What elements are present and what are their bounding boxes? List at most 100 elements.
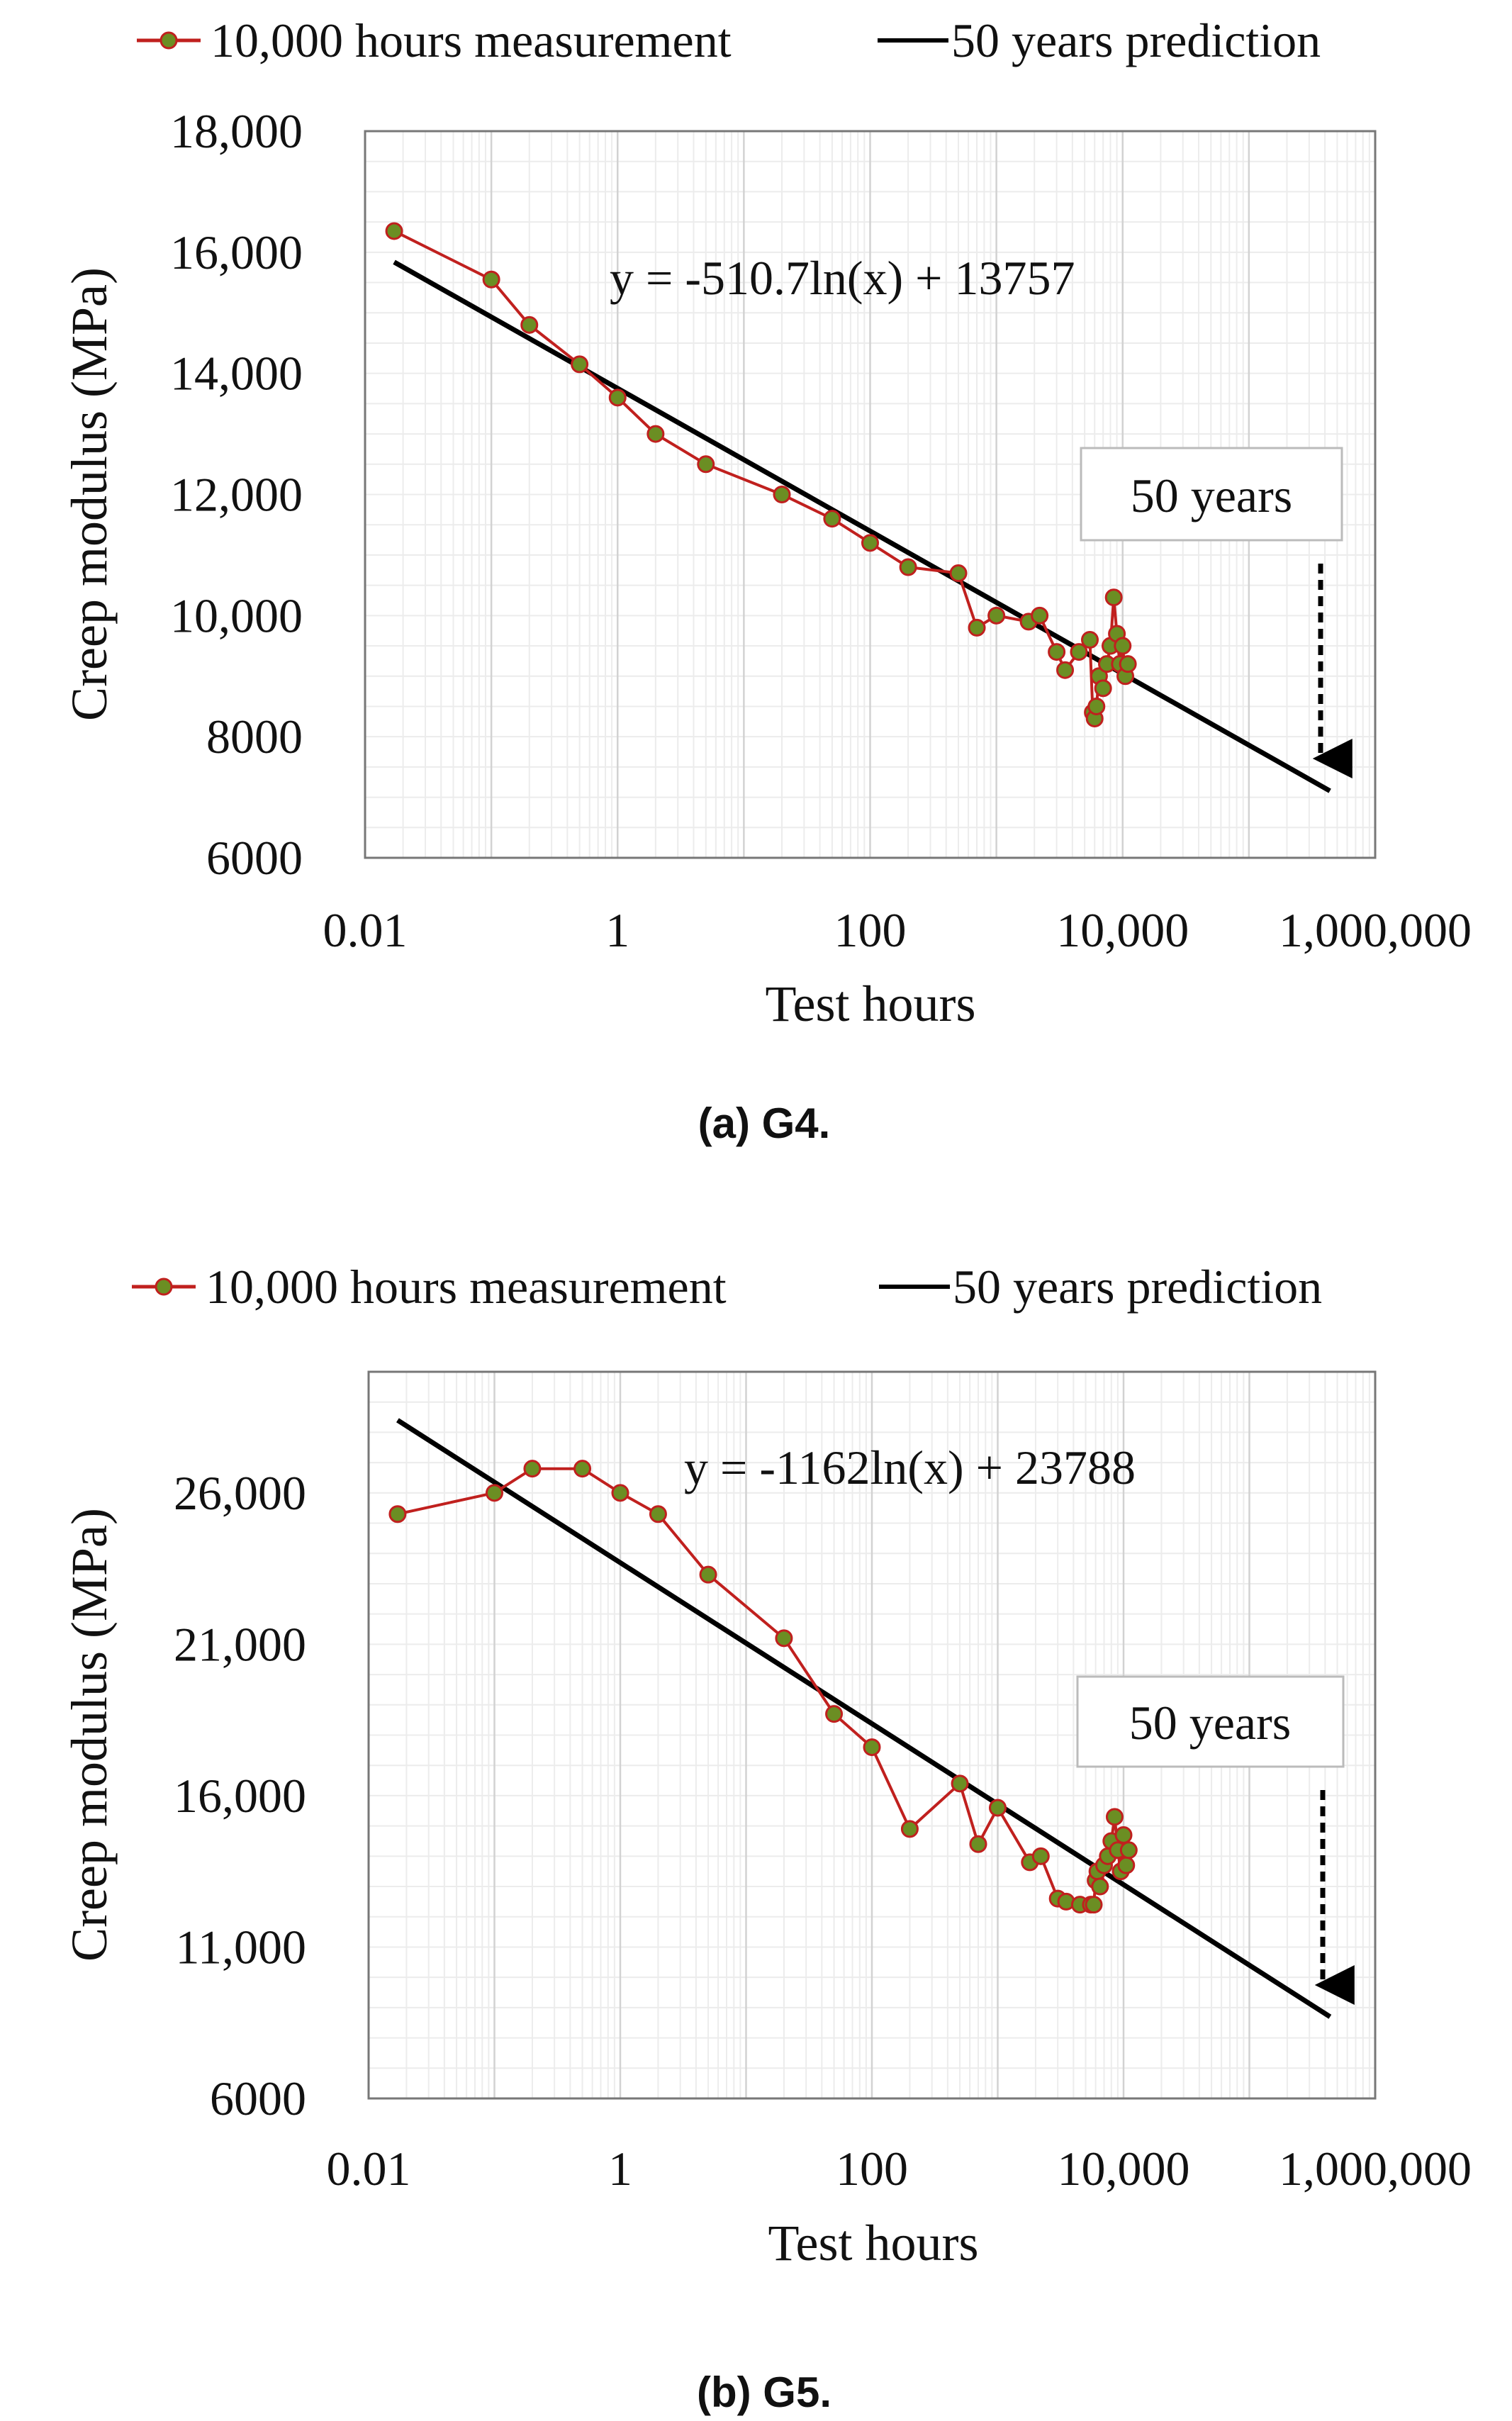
y-tick-label: 6000 — [210, 2071, 306, 2125]
caption-b: (b) G5. — [697, 2369, 831, 2416]
y-tick-labels-a: 6000 8000 10,000 12,000 14,000 16,000 18,000 — [170, 104, 303, 885]
annotation-b-box — [1076, 1675, 1345, 1768]
measurement-point — [775, 1629, 793, 1648]
legend-b-measure-label: 10,000 hours measurement — [206, 1260, 727, 1314]
y-tick-label: 12,000 — [170, 468, 303, 522]
x-tick-label: 100 — [834, 903, 907, 957]
measurement-point — [1048, 643, 1066, 661]
measurement-point — [861, 534, 879, 552]
measurement-series-a — [385, 222, 1137, 728]
plot-frame-a — [364, 130, 1377, 859]
measurement-point — [989, 1799, 1007, 1817]
x-axis-title-a: Test hours — [766, 975, 976, 1032]
x-axis-title-b: Test hours — [768, 2215, 979, 2271]
measurement-point — [1119, 655, 1137, 673]
y-tick-labels-b: 6000 11,000 16,000 21,000 26,000 — [174, 1466, 306, 2125]
measurement-point — [951, 1774, 969, 1793]
annotation-a-label: 50 years — [1131, 469, 1292, 522]
measurement-point — [482, 270, 500, 289]
measurement-point — [1070, 643, 1088, 661]
measurement-point — [1105, 1808, 1124, 1826]
annotation-a: 50 years — [1080, 447, 1353, 778]
equation-b: y = -1162ln(x) + 23788 — [684, 1441, 1136, 1494]
measurement-point — [949, 564, 968, 583]
measurement-point — [968, 618, 986, 637]
measurement-point — [608, 388, 627, 407]
plot-frame-b — [367, 1370, 1377, 2100]
measurement-point — [823, 510, 841, 528]
y-tick-label: 26,000 — [174, 1466, 306, 1520]
x-tick-label: 0.01 — [327, 2142, 411, 2196]
measurement-point — [899, 558, 917, 576]
measurement-point — [1056, 661, 1075, 679]
y-tick-label: 18,000 — [170, 104, 303, 158]
x-tick-label: 1 — [608, 2142, 632, 2196]
x-tick-label: 1,000,000 — [1279, 2142, 1472, 2196]
measurement-point — [611, 1484, 629, 1502]
y-tick-label: 21,000 — [174, 1617, 306, 1671]
measurement-point — [1085, 1896, 1103, 1914]
x-tick-labels-a: 0.01 1 100 10,000 1,000,000 — [323, 903, 1472, 957]
measurement-point — [1114, 1825, 1133, 1844]
measurement-point — [863, 1738, 881, 1757]
prediction-line — [396, 1418, 1332, 2019]
x-tick-label: 1 — [605, 903, 629, 957]
measurement-point — [1117, 1856, 1136, 1874]
measurement-point — [773, 486, 791, 503]
measurement-series-b — [388, 1460, 1138, 1914]
measurement-point — [649, 1505, 667, 1523]
y-tick-label: 16,000 — [170, 225, 303, 279]
legend-a-predict-label: 50 years prediction — [951, 13, 1321, 67]
legend-a-measure-marker — [159, 31, 178, 50]
y-axis-title-b: Creep modulus (MPa) — [61, 1508, 118, 1962]
annotation-b: 50 years — [1076, 1675, 1355, 2005]
x-tick-label: 0.01 — [323, 903, 408, 957]
grid-b — [367, 1372, 1377, 2098]
measurement-point — [1031, 606, 1049, 625]
measurement-point — [1114, 637, 1132, 655]
legend-a-measure-label: 10,000 hours measurement — [211, 13, 732, 67]
measurement-point — [571, 355, 589, 374]
grid-a — [364, 131, 1377, 858]
measurement-point — [969, 1835, 987, 1853]
fit-line-a — [393, 259, 1331, 793]
measurement-point — [987, 606, 1006, 625]
measurement-point — [1091, 1877, 1109, 1896]
x-tick-label: 100 — [836, 2142, 908, 2196]
y-tick-label: 10,000 — [170, 588, 303, 642]
x-tick-label: 10,000 — [1058, 2142, 1190, 2196]
annotation-b-label: 50 years — [1129, 1696, 1291, 1750]
measurement-point — [1031, 1847, 1050, 1865]
y-tick-label: 14,000 — [170, 347, 303, 401]
measurement-line — [397, 1467, 1131, 1906]
measurement-point — [520, 315, 539, 334]
measurement-point — [1119, 1841, 1138, 1860]
measurement-point — [699, 1565, 717, 1584]
plot-area-b: 6000 11,000 16,000 21,000 26,000 0.01 1 100 10,… — [174, 1370, 1472, 2196]
measurement-point — [1104, 588, 1123, 607]
legend-b-predict-label: 50 years prediction — [953, 1260, 1322, 1314]
legend-a: 10,000 hours measurement 50 years predic… — [137, 13, 1321, 67]
y-tick-label: 11,000 — [176, 1920, 306, 1974]
fit-line-b — [396, 1418, 1332, 2019]
x-tick-label: 10,000 — [1056, 903, 1189, 957]
measurement-point — [388, 1505, 407, 1523]
measurement-point — [1087, 697, 1106, 715]
measurement-point — [697, 455, 715, 474]
y-axis-title-a: Creep modulus (MPa) — [61, 267, 118, 721]
y-tick-label: 6000 — [206, 831, 303, 885]
measurement-point — [825, 1705, 844, 1723]
y-tick-label: 8000 — [206, 710, 303, 764]
legend-b-measure-marker — [155, 1277, 173, 1296]
measurement-point — [900, 1820, 919, 1838]
x-tick-label: 1,000,000 — [1279, 903, 1472, 957]
measurement-point — [1094, 679, 1112, 698]
panel-b: 10,000 hours measurement 50 years predic… — [61, 1260, 1472, 2416]
caption-a: (a) G4. — [698, 1100, 831, 1147]
y-tick-label: 16,000 — [174, 1769, 306, 1823]
measurement-point — [486, 1484, 503, 1502]
measurement-point — [523, 1460, 542, 1478]
equation-a: y = -510.7ln(x) + 13757 — [610, 251, 1075, 305]
measurement-point — [646, 425, 665, 443]
